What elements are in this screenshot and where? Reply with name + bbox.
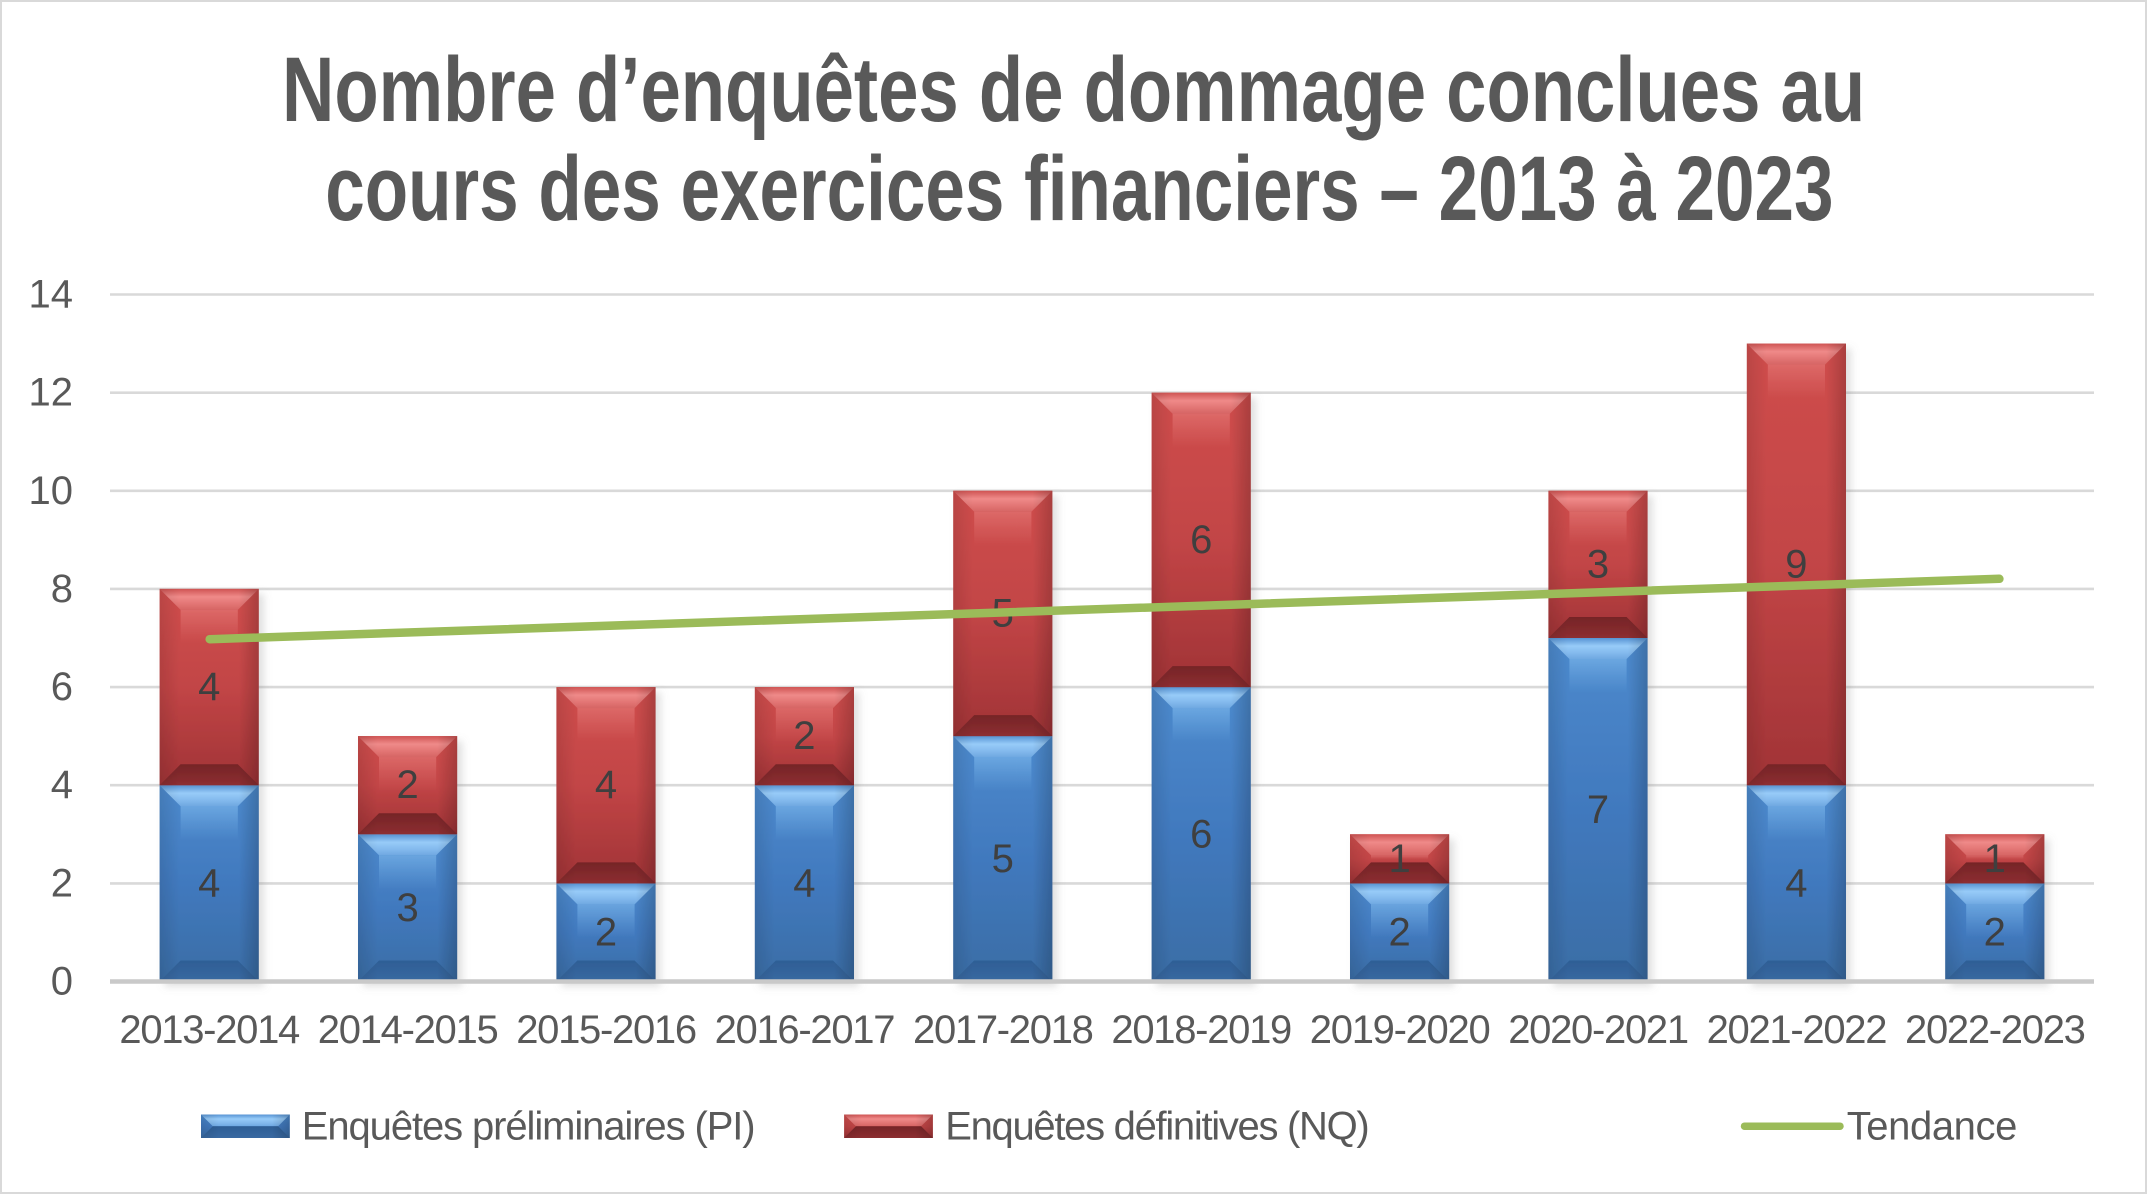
svg-text:14: 14 <box>29 273 74 317</box>
svg-text:Enquêtes définitives (NQ): Enquêtes définitives (NQ) <box>945 1105 1368 1149</box>
svg-text:2: 2 <box>1388 910 1410 954</box>
svg-text:2014-2015: 2014-2015 <box>318 1008 498 1052</box>
svg-text:12: 12 <box>29 371 74 415</box>
svg-text:0: 0 <box>51 960 73 1004</box>
svg-text:6: 6 <box>1190 518 1212 562</box>
svg-text:4: 4 <box>198 861 220 905</box>
svg-text:4: 4 <box>51 763 73 807</box>
svg-text:Tendance: Tendance <box>1847 1105 2017 1149</box>
svg-text:2: 2 <box>1984 910 2006 954</box>
svg-text:6: 6 <box>51 665 73 709</box>
svg-text:4: 4 <box>595 763 617 807</box>
svg-text:1: 1 <box>1984 837 2006 881</box>
svg-text:4: 4 <box>793 861 815 905</box>
svg-text:7: 7 <box>1587 788 1609 832</box>
svg-text:8: 8 <box>51 567 73 611</box>
svg-text:4: 4 <box>198 665 220 709</box>
svg-text:9: 9 <box>1785 542 1807 586</box>
svg-text:2022-2023: 2022-2023 <box>1905 1008 2085 1052</box>
svg-text:2: 2 <box>396 763 418 807</box>
svg-text:2021-2022: 2021-2022 <box>1707 1008 1887 1052</box>
svg-text:2: 2 <box>595 910 617 954</box>
svg-text:Enquêtes préliminaires (PI): Enquêtes préliminaires (PI) <box>302 1105 755 1149</box>
svg-text:4: 4 <box>1785 861 1807 905</box>
svg-text:5: 5 <box>992 837 1014 881</box>
svg-text:2: 2 <box>51 861 73 905</box>
svg-text:2017-2018: 2017-2018 <box>913 1008 1093 1052</box>
svg-text:2013-2014: 2013-2014 <box>119 1008 300 1052</box>
svg-text:2: 2 <box>793 714 815 758</box>
svg-text:2016-2017: 2016-2017 <box>715 1008 895 1052</box>
svg-text:2015-2016: 2015-2016 <box>516 1008 696 1052</box>
svg-text:6: 6 <box>1190 812 1212 856</box>
svg-text:2020-2021: 2020-2021 <box>1508 1008 1688 1052</box>
svg-text:2018-2019: 2018-2019 <box>1111 1008 1291 1052</box>
svg-text:10: 10 <box>29 469 74 513</box>
svg-text:3: 3 <box>1587 542 1609 586</box>
svg-text:3: 3 <box>396 886 418 930</box>
svg-text:2019-2020: 2019-2020 <box>1310 1008 1490 1052</box>
svg-text:1: 1 <box>1388 837 1410 881</box>
